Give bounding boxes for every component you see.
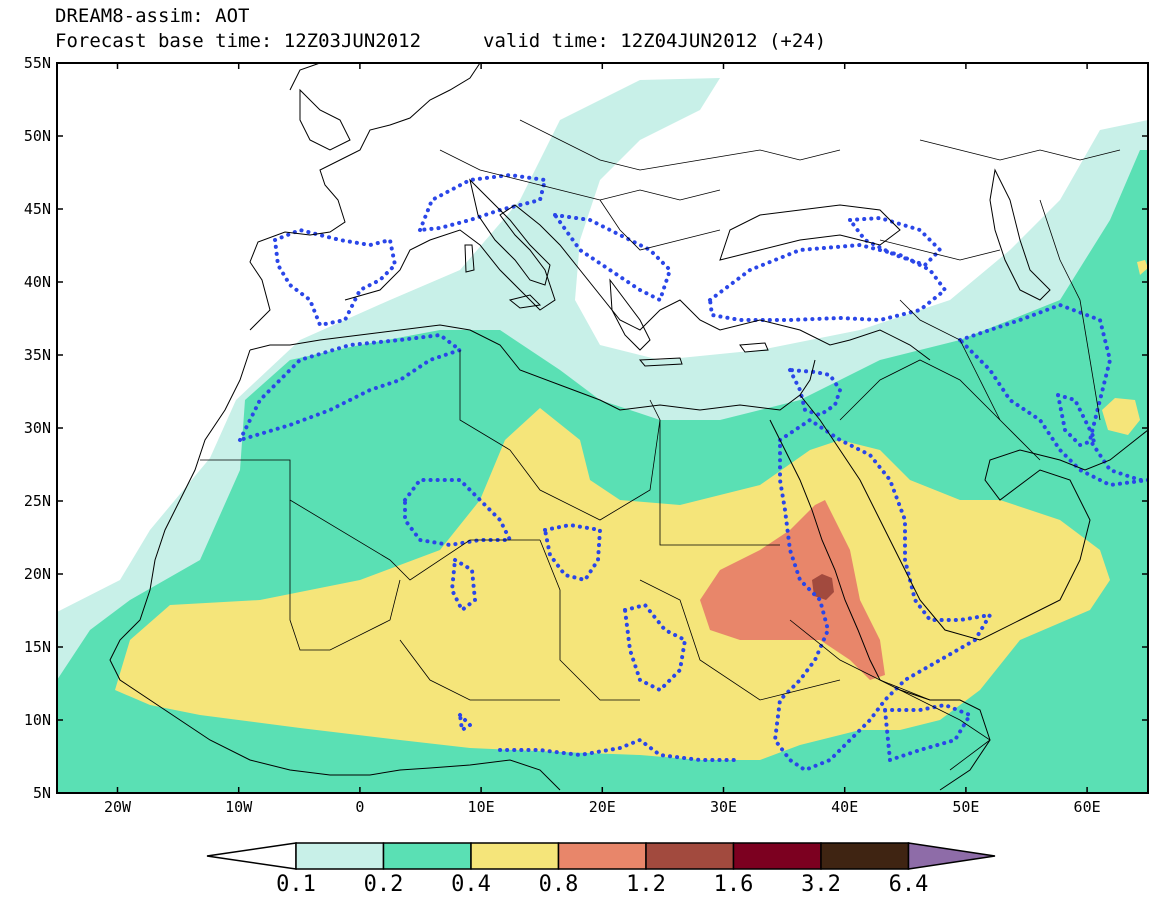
legend-arrow-high bbox=[907, 842, 996, 870]
border-libya bbox=[459, 350, 661, 521]
border-europe-2 bbox=[519, 119, 841, 171]
coast-caspian bbox=[989, 168, 1051, 301]
lat-ticks: 55N 50N 45N 40N 35N 30N 25N 20N 15N 10N 5N bbox=[24, 54, 1148, 802]
lat-label: 35N bbox=[24, 346, 51, 364]
border-sahara-1 bbox=[200, 459, 540, 581]
lat-label: 20N bbox=[24, 565, 51, 583]
lat-label: 25N bbox=[24, 492, 51, 510]
border-europe-3 bbox=[599, 199, 721, 251]
aot-band-0-4 bbox=[115, 408, 1110, 760]
legend-label: 1.2 bbox=[626, 872, 666, 897]
aot-band-1-2 bbox=[812, 574, 834, 600]
lon-label: 20W bbox=[104, 798, 132, 816]
lon-label: 0 bbox=[355, 798, 364, 816]
island-crete bbox=[638, 357, 683, 367]
legend-arrow-low bbox=[206, 842, 297, 870]
lat-label: 40N bbox=[24, 273, 51, 291]
lon-label: 10W bbox=[225, 798, 253, 816]
coast-west-africa bbox=[109, 349, 561, 791]
legend-label: 3.2 bbox=[801, 872, 841, 897]
border-chad bbox=[539, 539, 640, 701]
island-sicily bbox=[508, 294, 542, 309]
coastlines bbox=[109, 63, 1148, 791]
map-title: DREAM8-assim: AOT bbox=[55, 5, 250, 27]
lon-label: 10E bbox=[468, 798, 495, 816]
island-cyprus bbox=[739, 342, 769, 353]
border-saudi bbox=[839, 359, 1041, 461]
legend-swatch bbox=[470, 842, 560, 870]
dotted-contours bbox=[236, 172, 1148, 773]
coast-black-sea bbox=[719, 204, 901, 261]
base-time: Forecast base time: 12Z03JUN2012 bbox=[55, 30, 422, 52]
contour-air bbox=[449, 556, 478, 614]
coast-iberia-france bbox=[249, 63, 481, 331]
lat-label: 30N bbox=[24, 419, 51, 437]
legend-label: 0.4 bbox=[451, 872, 491, 897]
legend-label: 0.8 bbox=[539, 872, 579, 897]
aot-legend: 0.1 0.2 0.4 0.8 1.2 1.6 3.2 6.4 bbox=[206, 842, 996, 897]
legend-label: 1.6 bbox=[714, 872, 754, 897]
coast-italy bbox=[469, 178, 551, 286]
coast-red-sea bbox=[769, 419, 991, 791]
aot-shading bbox=[57, 63, 1148, 793]
lat-label: 50N bbox=[24, 127, 51, 145]
aot-patch-caspian bbox=[1137, 260, 1148, 275]
legend-swatch bbox=[295, 842, 385, 870]
valid-time: valid time: 12Z04JUN2012 (+24) bbox=[483, 30, 827, 52]
contour-iberia bbox=[272, 227, 398, 328]
coast-greece bbox=[609, 278, 651, 351]
aot-patch-gulf bbox=[1102, 398, 1140, 435]
island-sardinia bbox=[464, 244, 475, 273]
contour-horn bbox=[882, 702, 973, 763]
lon-label: 40E bbox=[831, 798, 858, 816]
border-egypt-sudan bbox=[659, 420, 780, 546]
legend-swatch bbox=[382, 842, 472, 870]
lat-label: 15N bbox=[24, 638, 51, 656]
legend-label: 0.1 bbox=[276, 872, 316, 897]
lat-label: 55N bbox=[24, 54, 51, 72]
forecast-times: Forecast base time: 12Z03JUN2012 valid ti… bbox=[55, 30, 826, 52]
contour-arabia bbox=[956, 302, 1148, 488]
border-ethiopia bbox=[789, 619, 931, 701]
coast-north-africa bbox=[249, 324, 816, 411]
legend-swatch bbox=[557, 842, 647, 870]
britain bbox=[289, 63, 351, 151]
contour-anatolia bbox=[707, 242, 948, 323]
legend-swatch bbox=[645, 842, 735, 870]
legend-swatch bbox=[732, 842, 822, 870]
border-somalia bbox=[899, 689, 991, 771]
contour-west-africa bbox=[457, 709, 474, 734]
borders bbox=[200, 119, 1121, 771]
lon-label: 30E bbox=[710, 798, 737, 816]
legend-label: 0.2 bbox=[364, 872, 404, 897]
legend-label: 6.4 bbox=[889, 872, 929, 897]
border-sudan bbox=[639, 579, 841, 701]
lon-label: 20E bbox=[589, 798, 616, 816]
coast-mediterranean-north bbox=[344, 204, 931, 361]
border-europe-1 bbox=[439, 149, 721, 201]
border-iran-east bbox=[1039, 199, 1101, 421]
contour-tibesti bbox=[542, 522, 603, 583]
border-sahara-2 bbox=[289, 500, 401, 651]
legend-swatch bbox=[820, 842, 910, 870]
lon-label: 60E bbox=[1074, 798, 1101, 816]
border-iraq-iran bbox=[899, 299, 1001, 421]
border-caucasus bbox=[879, 239, 1001, 261]
aot-band-0-8 bbox=[700, 500, 885, 680]
contour-caucasus bbox=[846, 215, 943, 268]
lat-label: 5N bbox=[33, 784, 51, 802]
lat-label: 45N bbox=[24, 200, 51, 218]
lon-ticks: 20W 10W 0 10E 20E 30E 40E 50E 60E bbox=[104, 63, 1101, 816]
border-kazakh bbox=[919, 139, 1121, 161]
border-nigeria bbox=[399, 639, 560, 701]
contour-ethiopia bbox=[772, 417, 994, 773]
lat-label: 10N bbox=[24, 711, 51, 729]
lon-label: 50E bbox=[952, 798, 979, 816]
contour-gulf bbox=[1055, 392, 1098, 448]
contour-darfur bbox=[622, 602, 688, 693]
